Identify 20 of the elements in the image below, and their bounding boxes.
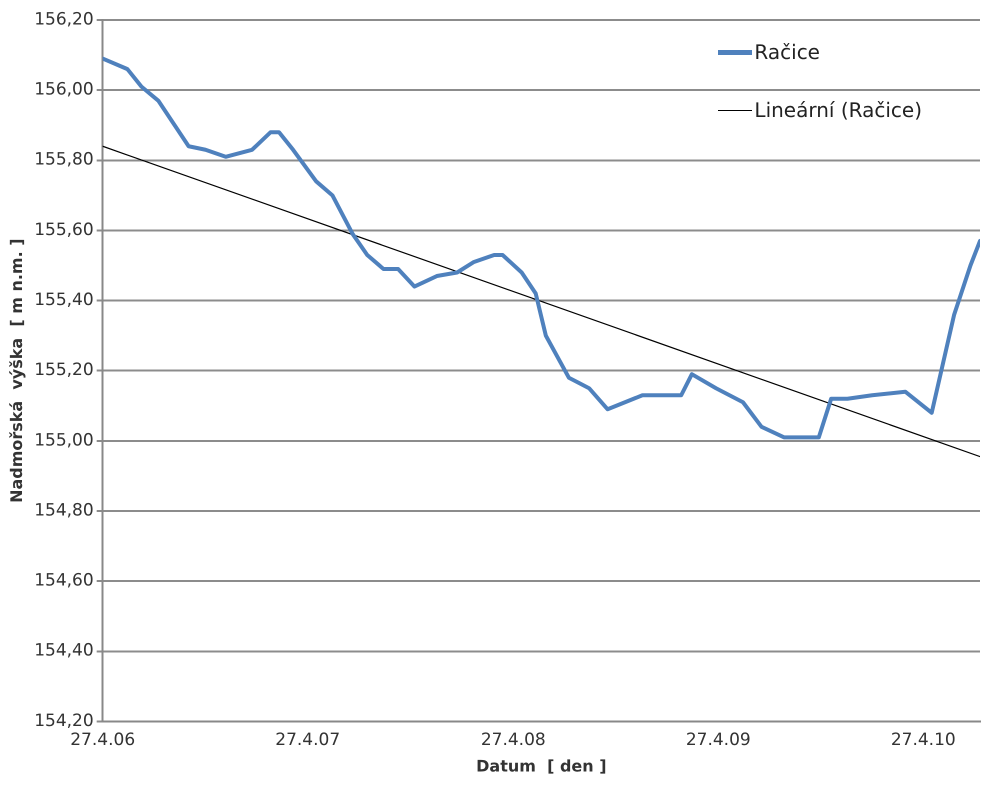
y-tick-label: 156,00 — [34, 80, 94, 100]
y-tick-label: 155,40 — [34, 290, 94, 310]
legend-label: Račice — [754, 40, 820, 64]
x-tick-label: 27.4.10 — [890, 730, 956, 750]
x-axis-title: Datum [ den ] — [476, 756, 607, 776]
legend-label: Lineární (Račice) — [754, 98, 922, 122]
y-axis-title: Nadmořská výška [ m n.m. ] — [6, 238, 26, 503]
y-tick-label: 156,20 — [34, 9, 94, 30]
y-tick-label: 154,60 — [34, 570, 94, 591]
y-tick-label: 155,80 — [34, 150, 94, 170]
x-tick-label: 27.4.09 — [686, 730, 751, 750]
x-tick-label: 27.4.07 — [275, 730, 340, 750]
x-tick-label: 27.4.06 — [70, 730, 136, 750]
y-tick-label: 155,60 — [34, 220, 94, 240]
y-tick-label: 155,20 — [34, 360, 94, 380]
y-tick-label: 154,20 — [34, 710, 94, 731]
y-tick-label: 154,40 — [34, 640, 94, 661]
y-tick-label: 155,00 — [34, 430, 94, 450]
x-tick-label: 27.4.08 — [480, 730, 546, 750]
y-tick-label: 154,80 — [34, 500, 94, 520]
